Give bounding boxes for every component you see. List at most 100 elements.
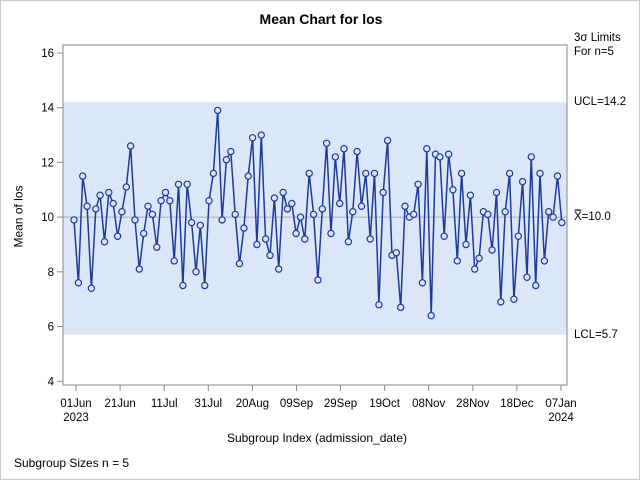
data-point-marker xyxy=(231,210,239,219)
y-tick-label: 16 xyxy=(41,48,54,60)
data-point-marker xyxy=(423,144,431,153)
data-point-marker xyxy=(527,153,536,161)
sigma-limits-line1: 3σ Limits xyxy=(574,32,621,44)
x-tick-label: 20Aug xyxy=(236,398,269,410)
data-point-marker xyxy=(492,188,501,197)
data-point-marker xyxy=(196,221,204,229)
data-point-marker xyxy=(70,216,78,224)
chart-title: Mean Chart for los xyxy=(259,11,383,27)
data-point-marker xyxy=(318,205,326,213)
data-point-marker xyxy=(296,213,305,221)
x-tick-year-label: 2024 xyxy=(548,412,574,424)
data-point-marker xyxy=(457,169,466,178)
y-tick-label: 12 xyxy=(41,157,54,169)
data-point-marker xyxy=(148,210,157,219)
x-axis-title: Subgroup Index (admission_date) xyxy=(226,431,408,445)
data-point-marker xyxy=(436,153,444,161)
data-point-marker xyxy=(139,229,148,238)
data-point-marker xyxy=(222,155,231,164)
data-point-marker xyxy=(322,139,331,147)
data-point-marker xyxy=(288,199,296,208)
data-point-marker xyxy=(362,169,370,178)
data-point-marker xyxy=(301,235,309,243)
data-point-marker xyxy=(414,180,422,188)
data-point-marker xyxy=(179,281,187,290)
x-tick-label: 19Oct xyxy=(369,398,400,410)
data-point-marker xyxy=(418,279,427,287)
data-point-marker xyxy=(349,207,357,216)
data-point-marker xyxy=(209,169,218,178)
data-point-marker xyxy=(135,265,143,273)
data-point-marker xyxy=(536,169,544,178)
data-point-marker xyxy=(253,240,261,249)
center-annotation: X̿=10.0 xyxy=(574,211,611,223)
data-point-marker xyxy=(92,205,100,213)
data-point-marker xyxy=(462,240,470,249)
data-point-marker xyxy=(96,191,104,199)
data-point-marker xyxy=(105,188,113,197)
subgroup-sizes-footnote: Subgroup Sizes n = 5 xyxy=(14,456,130,470)
data-point-marker xyxy=(257,131,265,139)
data-point-marker xyxy=(83,202,91,210)
data-point-marker xyxy=(532,281,540,290)
x-tick-label: 28Nov xyxy=(456,398,489,410)
data-point-marker xyxy=(471,265,479,273)
y-tick-label: 8 xyxy=(48,267,54,279)
data-point-marker xyxy=(558,218,566,227)
data-point-marker xyxy=(375,301,383,309)
x-tick-label: 07Jan xyxy=(545,398,576,410)
data-point-marker xyxy=(270,194,279,202)
y-tick-label: 14 xyxy=(41,103,54,115)
data-point-marker xyxy=(410,210,418,219)
y-tick-label: 4 xyxy=(48,376,55,388)
data-point-marker xyxy=(244,172,252,180)
data-point-marker xyxy=(357,202,366,210)
data-point-marker xyxy=(100,237,109,246)
data-point-marker xyxy=(397,303,405,312)
data-point-marker xyxy=(118,207,126,216)
data-point-marker xyxy=(279,188,287,197)
data-point-marker xyxy=(235,259,244,268)
x-tick-label: 08Nov xyxy=(412,398,445,410)
data-point-marker xyxy=(370,169,379,178)
data-point-marker xyxy=(518,177,527,186)
data-point-marker xyxy=(545,207,553,216)
data-point-marker xyxy=(553,172,562,180)
data-point-marker xyxy=(292,229,300,238)
data-point-marker xyxy=(87,284,96,292)
data-point-marker xyxy=(170,257,178,265)
data-point-marker xyxy=(340,144,348,153)
data-point-marker xyxy=(266,251,274,260)
data-point-marker xyxy=(314,276,322,284)
data-point-marker xyxy=(505,169,514,178)
data-point-marker xyxy=(379,188,387,197)
plot-frame xyxy=(62,44,568,386)
data-point-marker xyxy=(514,232,523,240)
data-point-marker xyxy=(336,199,344,208)
data-point-marker xyxy=(205,196,213,205)
data-point-marker xyxy=(523,273,531,281)
x-tick-label: 29Sep xyxy=(324,398,357,410)
ucl-annotation: UCL=14.2 xyxy=(574,96,627,108)
x-tick-label: 21Jun xyxy=(104,398,135,410)
data-point-marker xyxy=(440,232,448,240)
data-point-marker xyxy=(78,172,87,180)
data-point-marker xyxy=(305,169,313,178)
data-point-marker xyxy=(366,235,374,243)
data-point-marker xyxy=(549,213,557,221)
data-point-marker xyxy=(475,254,483,262)
x-tick-label: 31Jul xyxy=(195,398,223,410)
data-point-marker xyxy=(453,257,461,265)
data-point-marker xyxy=(109,199,117,208)
data-point-marker xyxy=(261,235,270,243)
data-point-marker xyxy=(153,243,161,251)
data-point-marker xyxy=(248,134,257,142)
data-point-marker xyxy=(187,218,196,227)
data-point-marker xyxy=(283,205,292,213)
data-point-marker xyxy=(540,257,549,265)
sigma-limits-annotation: 3σ Limits For n=5 xyxy=(574,31,621,59)
x-tick-label: 09Sep xyxy=(280,398,313,410)
data-point-marker xyxy=(218,216,226,224)
data-point-marker xyxy=(331,153,339,161)
